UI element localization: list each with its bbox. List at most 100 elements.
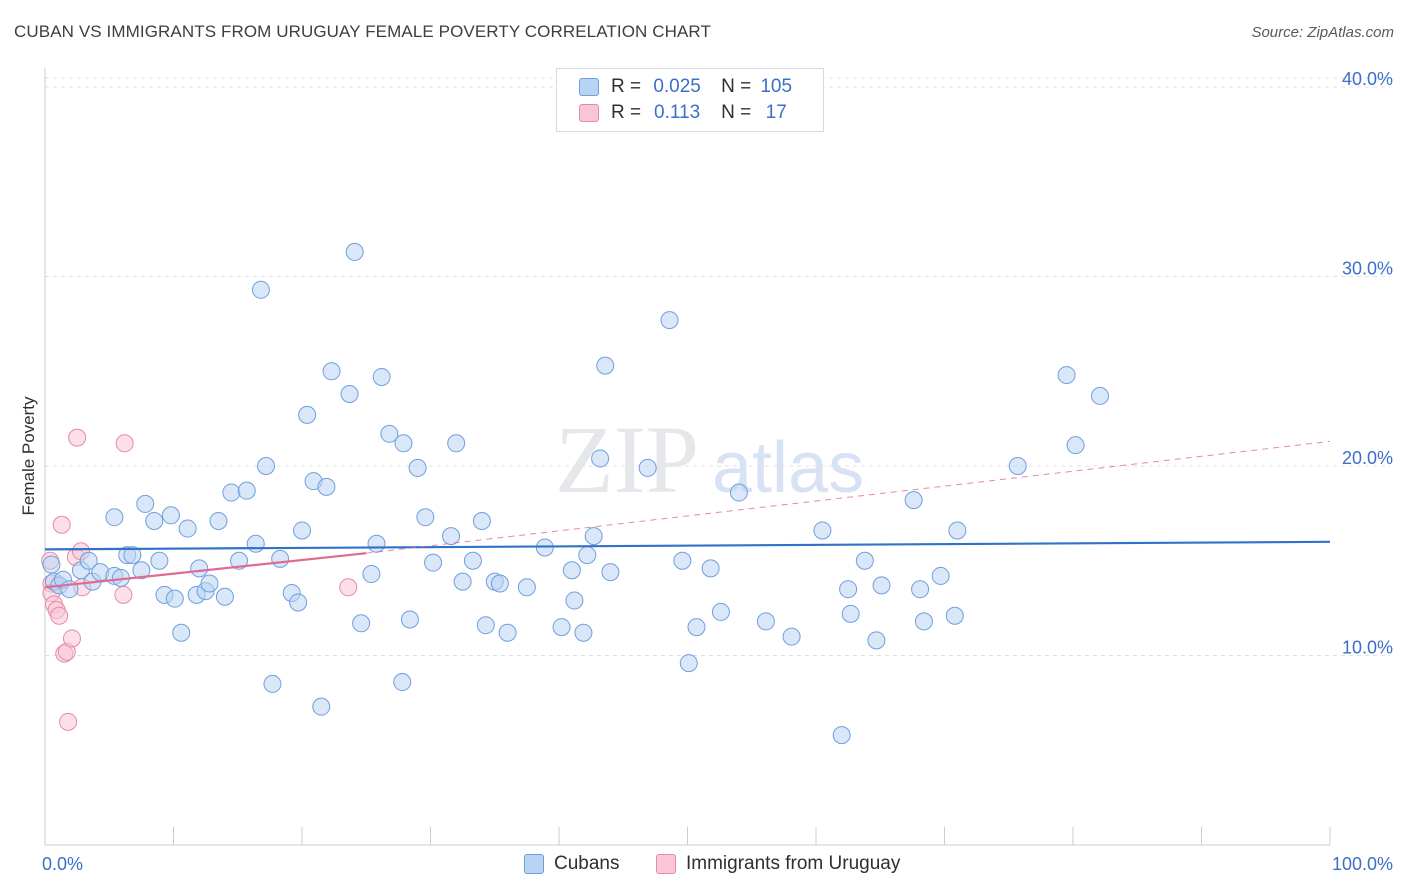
- uruguay-point: [68, 428, 87, 447]
- uruguay-legend-swatch: [656, 854, 676, 874]
- cubans-point: [756, 612, 775, 631]
- cubans-point: [476, 616, 495, 635]
- stats-legend: R = 0.025 N = 105 R = 0.113 N = 17: [556, 68, 824, 132]
- cubans-point: [660, 311, 679, 330]
- cubans-point: [498, 623, 517, 642]
- cubans-point: [289, 593, 308, 612]
- cubans-point: [1008, 457, 1027, 476]
- tick-labels: 10.0% 20.0% 30.0% 40.0% 0.0% 100.0%: [42, 69, 1393, 874]
- uruguay-point: [52, 515, 71, 534]
- y-tick-label: 10.0%: [1342, 638, 1393, 658]
- cubans-point: [165, 589, 184, 608]
- cubans-point: [701, 559, 720, 578]
- cubans-point: [911, 580, 930, 599]
- uruguay-point: [114, 585, 133, 604]
- cubans-point: [136, 494, 155, 513]
- cubans-point: [145, 511, 164, 530]
- cubans-point: [394, 434, 413, 453]
- uruguay-point: [339, 578, 358, 597]
- cubans-point: [673, 551, 692, 570]
- cubans-point: [638, 458, 657, 477]
- cubans-point: [447, 434, 466, 453]
- cubans-point: [782, 627, 801, 646]
- cubans-point: [711, 602, 730, 621]
- y-axis-label: Female Poverty: [19, 396, 38, 516]
- cubans-point: [1090, 386, 1109, 405]
- cubans-point: [1057, 366, 1076, 385]
- axes: [44, 68, 1331, 846]
- cubans-point: [257, 457, 276, 476]
- cubans-point: [352, 614, 371, 633]
- cubans-point: [312, 697, 331, 716]
- cubans-point: [123, 546, 142, 565]
- legend-row-uruguay: R = 0.113 N = 17: [579, 101, 801, 125]
- cubans-point: [200, 574, 219, 593]
- x-tick-label: 0.0%: [42, 854, 83, 874]
- cubans-point: [931, 566, 950, 585]
- cubans-point: [209, 511, 228, 530]
- cubans-point: [408, 458, 427, 477]
- cubans-point: [317, 477, 336, 496]
- uruguay-swatch: [579, 104, 599, 122]
- legend-item-cubans[interactable]: Cubans: [524, 852, 620, 876]
- cubans-point: [442, 527, 461, 546]
- cubans-point: [584, 527, 603, 546]
- cubans-point: [416, 508, 435, 527]
- cubans-point: [105, 508, 124, 527]
- y-tick-label: 20.0%: [1342, 448, 1393, 468]
- cubans-point: [596, 356, 615, 375]
- cubans-trend-line: [44, 540, 1331, 551]
- cubans-point: [517, 578, 536, 597]
- cubans-point: [230, 551, 249, 570]
- cubans-point: [215, 587, 234, 606]
- cubans-point: [813, 521, 832, 540]
- cubans-legend-label: Cubans: [554, 853, 620, 874]
- cubans-point: [393, 673, 412, 692]
- cubans-points: [42, 242, 1109, 745]
- cubans-point: [372, 367, 391, 386]
- cubans-point: [904, 491, 923, 510]
- cubans-point: [591, 449, 610, 468]
- cubans-n-value: 105: [760, 76, 793, 97]
- cubans-point: [251, 280, 270, 299]
- watermark-zip: ZIP: [555, 406, 699, 513]
- y-tick-label: 30.0%: [1342, 259, 1393, 279]
- legend-item-uruguay[interactable]: Immigrants from Uruguay: [656, 852, 900, 876]
- cubans-point: [578, 546, 597, 565]
- trend-lines: [44, 440, 1331, 589]
- cubans-point: [400, 610, 419, 629]
- cubans-point: [222, 483, 241, 502]
- cubans-point: [914, 612, 933, 631]
- cubans-point: [687, 618, 706, 637]
- cubans-point: [948, 521, 967, 540]
- cubans-point: [867, 631, 886, 650]
- cubans-point: [367, 534, 386, 553]
- cubans-point: [362, 565, 381, 584]
- cubans-point: [340, 385, 359, 404]
- cubans-point: [150, 551, 169, 570]
- uruguay-point: [50, 606, 69, 625]
- chart-title: CUBAN VS IMMIGRANTS FROM URUGUAY FEMALE …: [14, 22, 711, 41]
- cubans-point: [729, 483, 748, 502]
- cubans-point: [601, 563, 620, 582]
- cubans-point: [574, 623, 593, 642]
- uruguay-point: [115, 434, 134, 453]
- cubans-point: [472, 511, 491, 530]
- cubans-r-label: R =: [611, 76, 642, 97]
- cubans-point: [565, 591, 584, 610]
- cubans-point: [271, 549, 290, 568]
- cubans-point: [679, 654, 698, 673]
- cubans-point: [832, 726, 851, 745]
- cubans-point: [552, 618, 571, 637]
- source-credit: Source: ZipAtlas.com: [1251, 24, 1394, 41]
- cubans-point: [453, 572, 472, 591]
- cubans-point: [172, 623, 191, 642]
- cubans-point: [79, 551, 98, 570]
- cubans-point: [1066, 436, 1085, 455]
- cubans-point: [945, 606, 964, 625]
- cubans-point: [322, 362, 341, 381]
- cubans-point: [178, 519, 197, 538]
- cubans-legend-swatch: [524, 854, 544, 874]
- cubans-point: [132, 561, 151, 580]
